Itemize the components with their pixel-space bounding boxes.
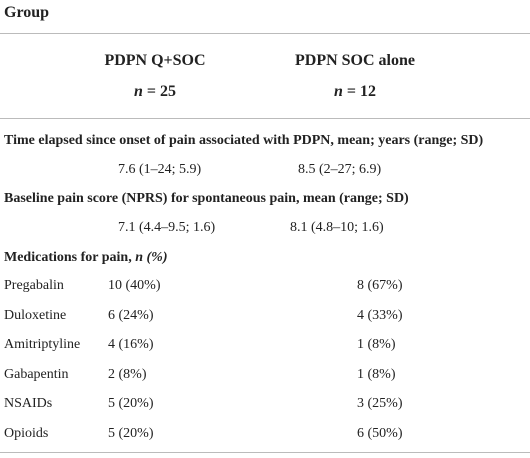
cell: 6 (24%) [108,307,154,323]
cell: 1 (8%) [357,366,396,382]
column-n: n = 12 [260,83,450,101]
heading-italic: n (%) [135,250,168,265]
cell: 8 (67%) [357,278,403,293]
cell: Amitriptyline [4,337,81,352]
cell: 4 (16%) [108,337,154,352]
column-n: n = 25 [60,83,250,101]
cell: 2 (8%) [108,366,147,382]
section-heading: Medications for pain, n (%) [4,249,167,267]
cell: 5 (20%) [108,396,154,411]
cell: Opioids [4,425,49,441]
n-symbol: n [133,83,143,100]
section-heading: Baseline pain score (NPRS) for spontaneo… [4,191,409,206]
rule [0,118,530,119]
cell: Gabapentin [4,366,69,382]
cell: 5 (20%) [108,425,154,441]
cell: 8.5 (2–27; 6.9) [298,162,382,177]
column-name: PDPN SOC alone [295,52,415,69]
cell: NSAIDs [4,396,53,411]
n-value: = 25 [146,83,177,100]
group-title: Group [4,4,50,21]
cell: 8.1 (4.8–10; 1.6) [290,220,384,235]
cell: 3 (25%) [357,396,403,411]
section-heading: Time elapsed since onset of pain associa… [4,133,484,148]
heading-text: Medications for pain, [4,250,136,265]
cell: Pregabalin [4,278,64,293]
n-value: = 12 [346,83,377,100]
cell: 6 (50%) [357,425,403,441]
n-symbol: n [333,83,343,100]
rule [0,452,530,453]
cell: 10 (40%) [108,278,161,293]
cell: 1 (8%) [357,337,396,352]
column-name: PDPN Q+SOC [104,52,206,69]
cell: 4 (33%) [357,307,403,323]
cell: 7.6 (1–24; 5.9) [118,162,202,177]
cell: Duloxetine [4,307,67,323]
rule [0,33,530,34]
cell: 7.1 (4.4–9.5; 1.6) [118,220,216,235]
